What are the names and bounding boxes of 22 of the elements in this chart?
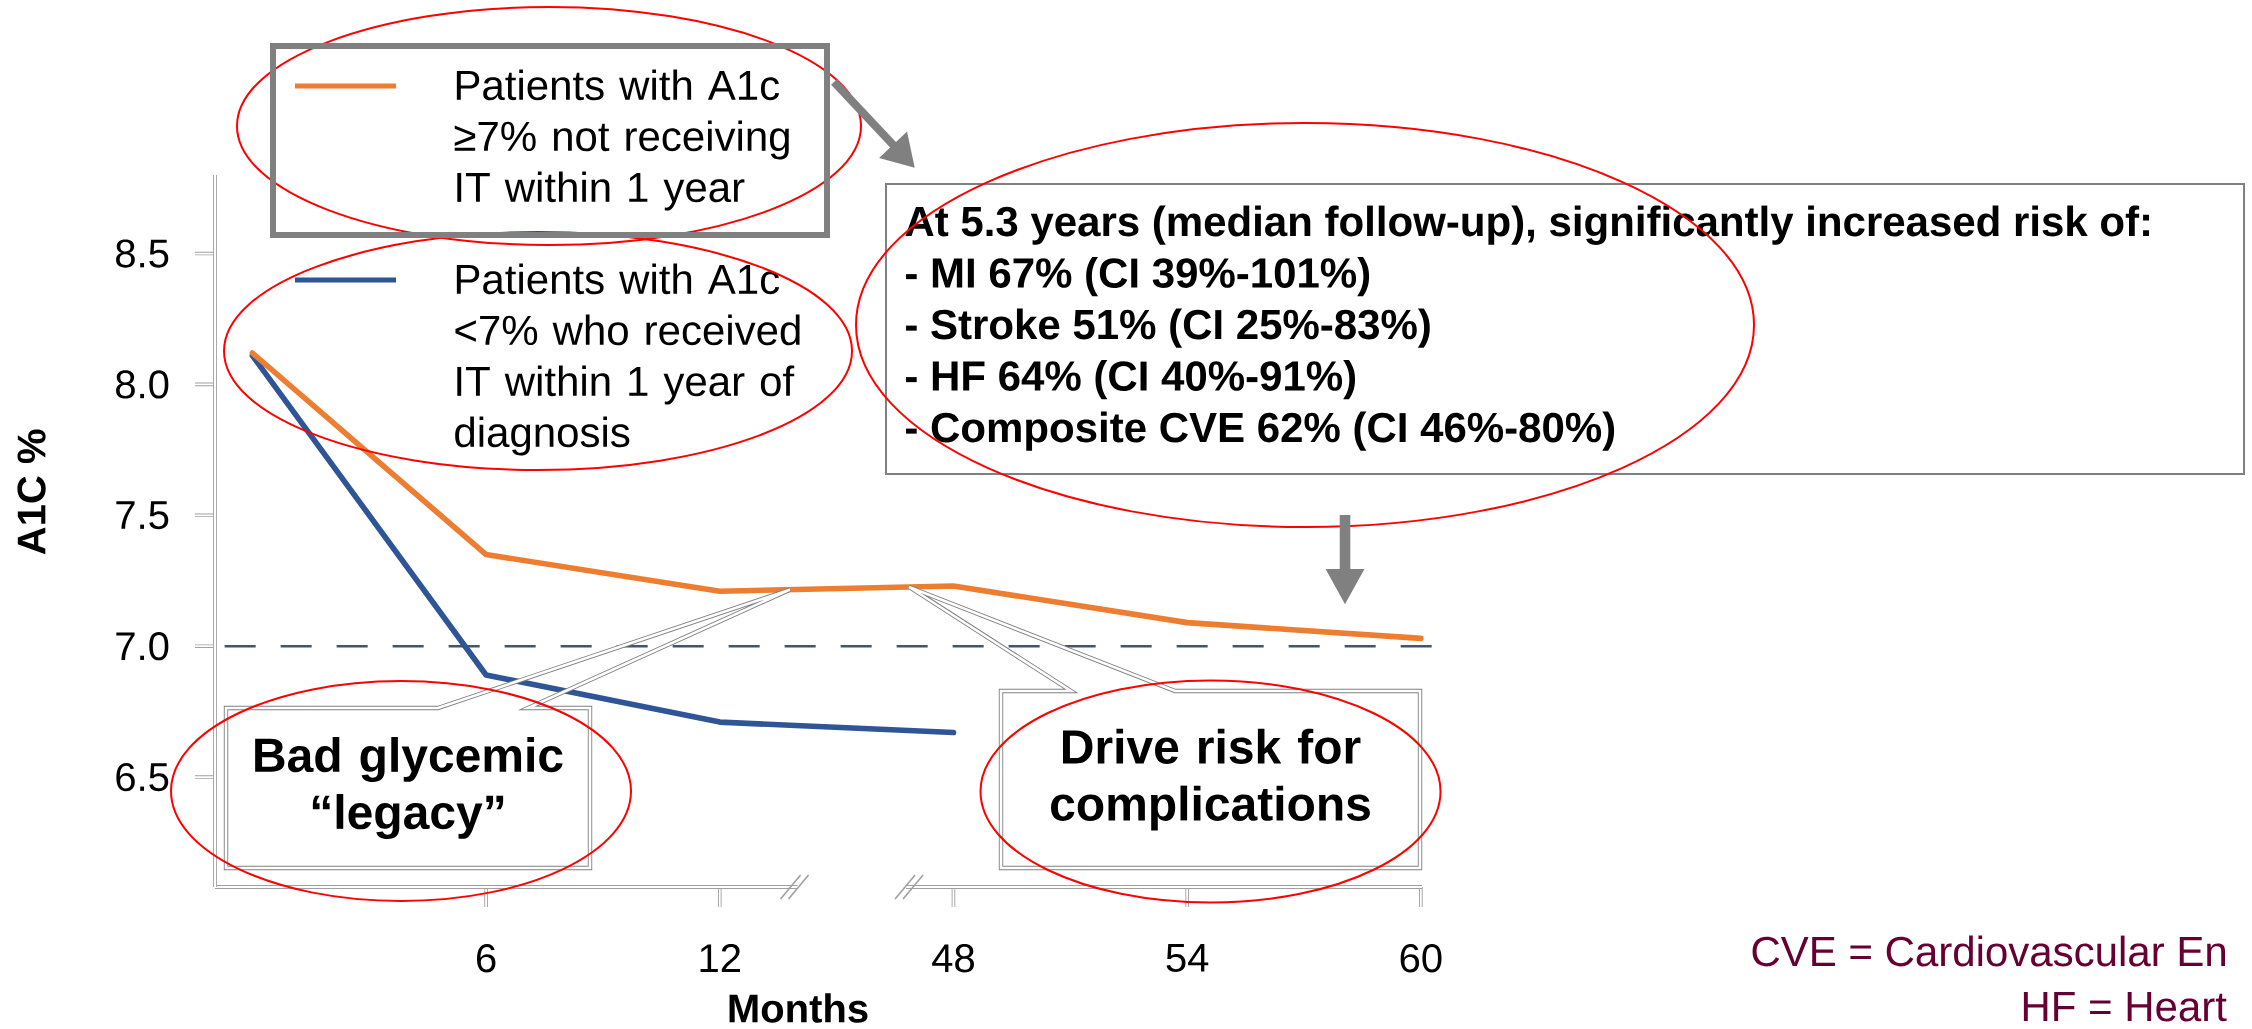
x-tick-label: 54 [1166,944,1209,972]
annotation: Bad glycemic “legacy” [255,737,563,839]
text: HF = Heart [2023,992,2227,1022]
y-axis-title: A1C % [17,429,46,555]
x-axis-title: Months [729,993,868,1023]
text: CVE = Cardiovascular En [1752,935,2225,967]
annotation: - Stroke 51% (CI 25%-83%) [906,308,1430,348]
y-tick-label: 8.5 [116,239,169,268]
y-tick-label: 7.5 [116,501,169,530]
x-tick-label: 12 [700,944,740,973]
x-tick-label: 6 [477,944,496,973]
legend-label: Patients with A1c ≥7% not receiving IT within 1 year [454,69,789,211]
legend-label: Patients with A1c <7% who received IT within 1 year of diagnosis [455,263,800,456]
annotation: - MI 67% (CI 39%-101%) [906,257,1370,297]
y-tick-label: 6.5 [116,762,169,792]
x-tick-label: 48 [932,944,974,973]
annotation: - HF 64% (CI 40%-91%) [906,360,1356,400]
annotation: - Composite CVE 62% (CI 46%-80%) [906,411,1615,451]
annotation: Drive risk for complications [1051,728,1370,831]
y-tick-label: 8.0 [116,370,169,399]
x-tick-label: 60 [1400,944,1442,973]
y-tick-label: 7.0 [116,632,169,661]
